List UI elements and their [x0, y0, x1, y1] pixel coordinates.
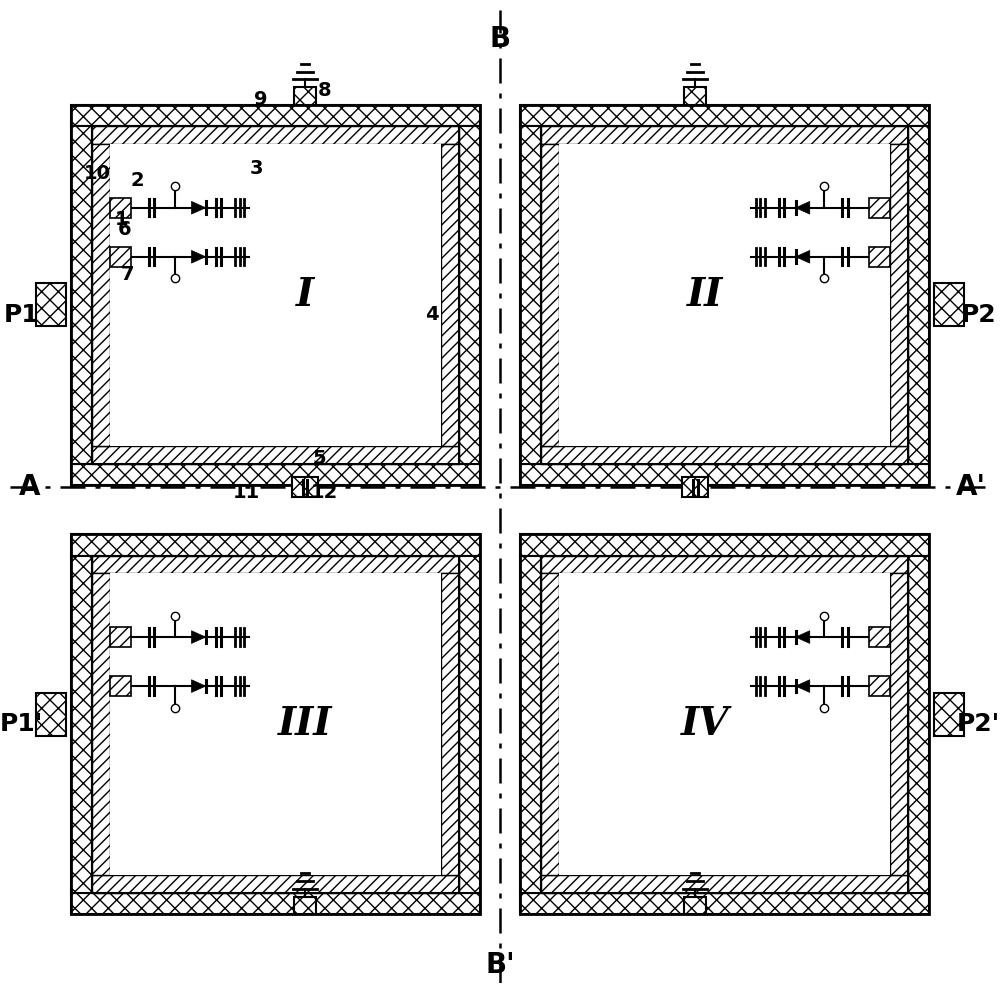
Bar: [541, 126, 908, 464]
Bar: [541, 126, 908, 144]
Bar: [36, 693, 66, 736]
Text: 2: 2: [131, 171, 144, 190]
Text: III: III: [278, 705, 332, 744]
Bar: [71, 105, 480, 126]
Bar: [110, 676, 131, 696]
Text: B': B': [485, 951, 515, 979]
Polygon shape: [191, 680, 206, 692]
Text: P2: P2: [961, 303, 996, 327]
Bar: [92, 556, 459, 573]
Text: 11: 11: [233, 483, 260, 501]
Text: 6: 6: [118, 219, 131, 239]
Bar: [541, 144, 559, 446]
Bar: [520, 556, 541, 893]
Text: P2': P2': [957, 712, 1000, 737]
Bar: [541, 875, 908, 893]
Text: 10: 10: [84, 164, 111, 183]
Polygon shape: [191, 250, 206, 263]
Bar: [292, 478, 318, 496]
Bar: [110, 573, 441, 875]
Bar: [541, 556, 908, 573]
Bar: [459, 556, 480, 893]
Bar: [869, 676, 890, 696]
Polygon shape: [796, 250, 810, 263]
Bar: [71, 464, 480, 486]
Bar: [520, 126, 541, 464]
Bar: [71, 893, 480, 915]
Bar: [71, 534, 480, 915]
Bar: [541, 126, 908, 464]
Bar: [559, 144, 890, 446]
Polygon shape: [796, 680, 810, 692]
Bar: [294, 897, 316, 915]
Bar: [441, 144, 459, 446]
Text: II: II: [687, 276, 723, 314]
Bar: [92, 126, 459, 464]
Bar: [541, 556, 908, 893]
Bar: [890, 573, 908, 875]
Bar: [520, 534, 929, 915]
Text: 4: 4: [425, 305, 438, 324]
Text: IV: IV: [681, 705, 729, 744]
Bar: [92, 126, 459, 464]
Text: I: I: [296, 276, 314, 314]
Text: A': A': [956, 473, 986, 501]
Bar: [869, 198, 890, 217]
Bar: [684, 897, 706, 915]
Bar: [71, 556, 92, 893]
Bar: [890, 144, 908, 446]
Polygon shape: [796, 202, 810, 214]
Bar: [934, 283, 964, 327]
Bar: [110, 198, 131, 217]
Bar: [520, 105, 929, 126]
Bar: [110, 144, 441, 446]
Bar: [684, 87, 706, 105]
Bar: [908, 556, 929, 893]
Bar: [869, 628, 890, 646]
Polygon shape: [191, 631, 206, 643]
Bar: [92, 126, 459, 144]
Bar: [71, 105, 480, 486]
Text: P1: P1: [4, 303, 40, 327]
Bar: [934, 693, 964, 736]
Bar: [459, 126, 480, 464]
Polygon shape: [191, 202, 206, 214]
Bar: [71, 126, 92, 464]
Text: 8: 8: [318, 80, 331, 99]
Text: 7: 7: [121, 265, 134, 284]
Text: 1: 1: [115, 211, 128, 229]
Text: 5: 5: [313, 449, 326, 468]
Bar: [71, 534, 480, 556]
Text: 12: 12: [311, 483, 338, 501]
Bar: [441, 573, 459, 875]
Bar: [92, 556, 459, 893]
Text: 3: 3: [249, 159, 263, 178]
Text: 9: 9: [254, 90, 268, 109]
Bar: [92, 875, 459, 893]
Bar: [92, 144, 110, 446]
Bar: [294, 87, 316, 105]
Bar: [520, 105, 929, 486]
Bar: [520, 464, 929, 486]
Text: P1': P1': [0, 712, 43, 737]
Bar: [541, 556, 908, 893]
Bar: [869, 247, 890, 266]
Bar: [541, 573, 559, 875]
Text: A: A: [19, 473, 40, 501]
Bar: [92, 573, 110, 875]
Bar: [559, 573, 890, 875]
Polygon shape: [796, 631, 810, 643]
Text: B: B: [489, 25, 511, 54]
Bar: [520, 893, 929, 915]
Bar: [908, 126, 929, 464]
Bar: [110, 628, 131, 646]
Bar: [110, 247, 131, 266]
Bar: [92, 556, 459, 893]
Bar: [682, 478, 708, 496]
Bar: [520, 534, 929, 556]
Bar: [92, 446, 459, 464]
Bar: [541, 446, 908, 464]
Bar: [36, 283, 66, 327]
